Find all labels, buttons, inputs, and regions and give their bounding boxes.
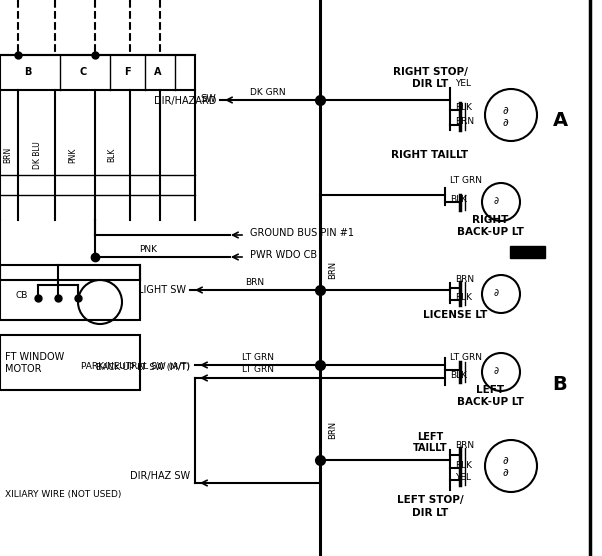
Text: $\partial$: $\partial$ [503, 117, 510, 128]
Bar [0, 55, 195, 90]
Text: DIR LT: DIR LT [412, 508, 448, 518]
Text: BRN: BRN [455, 275, 474, 284]
Text: LEFT: LEFT [417, 432, 443, 442]
Text: BRN: BRN [455, 441, 474, 450]
Text: BRN: BRN [328, 261, 337, 279]
Text: B: B [24, 67, 32, 77]
Bar [510, 246, 545, 258]
Text: LT GRN: LT GRN [242, 365, 274, 374]
Text: YEL: YEL [455, 79, 471, 88]
Text: RIGHT: RIGHT [472, 215, 508, 225]
Text: A: A [553, 111, 568, 130]
Text: DK BLU: DK BLU [33, 141, 42, 169]
Bar [0, 265, 140, 320]
Text: $\partial$: $\partial$ [503, 105, 510, 116]
Text: LIGHT SW: LIGHT SW [138, 285, 186, 295]
Text: BLK: BLK [455, 102, 472, 112]
Bar [0, 335, 140, 390]
Text: LEFT: LEFT [476, 385, 504, 395]
Text: B: B [553, 375, 567, 395]
Text: LEFT STOP/: LEFT STOP/ [397, 495, 464, 505]
Text: SW: SW [200, 94, 216, 104]
Text: BRN: BRN [328, 421, 337, 439]
Text: TAILLT: TAILLT [413, 443, 447, 453]
Text: BLK: BLK [108, 148, 117, 162]
Text: $\partial$: $\partial$ [492, 286, 499, 297]
Text: A: A [154, 67, 162, 77]
Text: DIR/HAZ SW: DIR/HAZ SW [130, 471, 190, 481]
Text: YEL: YEL [455, 473, 471, 481]
Text: BACK-UP LT: BACK-UP LT [456, 397, 523, 407]
Text: CB: CB [15, 290, 27, 300]
Text: LT GRN: LT GRN [450, 176, 482, 185]
Text: BLK: BLK [455, 292, 472, 301]
Text: FT WINDOW
MOTOR: FT WINDOW MOTOR [5, 352, 64, 374]
Text: LT GRN: LT GRN [242, 353, 274, 362]
Text: DIR/HAZARD: DIR/HAZARD [154, 96, 216, 106]
Text: BACK-UP LT SW (M/T): BACK-UP LT SW (M/T) [96, 363, 190, 372]
Text: $\partial$: $\partial$ [492, 195, 499, 206]
Text: BRN: BRN [455, 117, 474, 127]
Text: PNK: PNK [69, 147, 78, 163]
Text: RIGHT STOP/: RIGHT STOP/ [393, 67, 467, 77]
Text: BLK: BLK [450, 370, 467, 380]
Text: PARK/NEUTRAL SW (A/T): PARK/NEUTRAL SW (A/T) [81, 362, 190, 371]
Text: DIR LT: DIR LT [412, 79, 448, 89]
Text: LT GRN: LT GRN [450, 353, 482, 362]
Text: GROUND BUS PIN #1: GROUND BUS PIN #1 [250, 228, 354, 238]
Text: XILIARY WIRE (NOT USED): XILIARY WIRE (NOT USED) [5, 489, 122, 499]
Text: F: F [123, 67, 130, 77]
Text: PNK: PNK [139, 245, 157, 254]
Text: DK GRN: DK GRN [250, 88, 286, 97]
Text: RIGHT TAILLT: RIGHT TAILLT [391, 150, 468, 160]
Text: BACK-UP LT: BACK-UP LT [456, 227, 523, 237]
Text: LICENSE LT: LICENSE LT [423, 310, 487, 320]
Text: BLK: BLK [455, 460, 472, 469]
Text: PWR WDO CB: PWR WDO CB [250, 250, 317, 260]
Text: C: C [79, 67, 87, 77]
Text: BLK: BLK [450, 195, 467, 203]
Text: $\partial$: $\partial$ [503, 468, 510, 479]
Text: BRN: BRN [246, 278, 264, 287]
Text: $\partial$: $\partial$ [492, 365, 499, 375]
Text: BRN: BRN [4, 147, 13, 163]
Text: $\partial$: $\partial$ [503, 454, 510, 465]
